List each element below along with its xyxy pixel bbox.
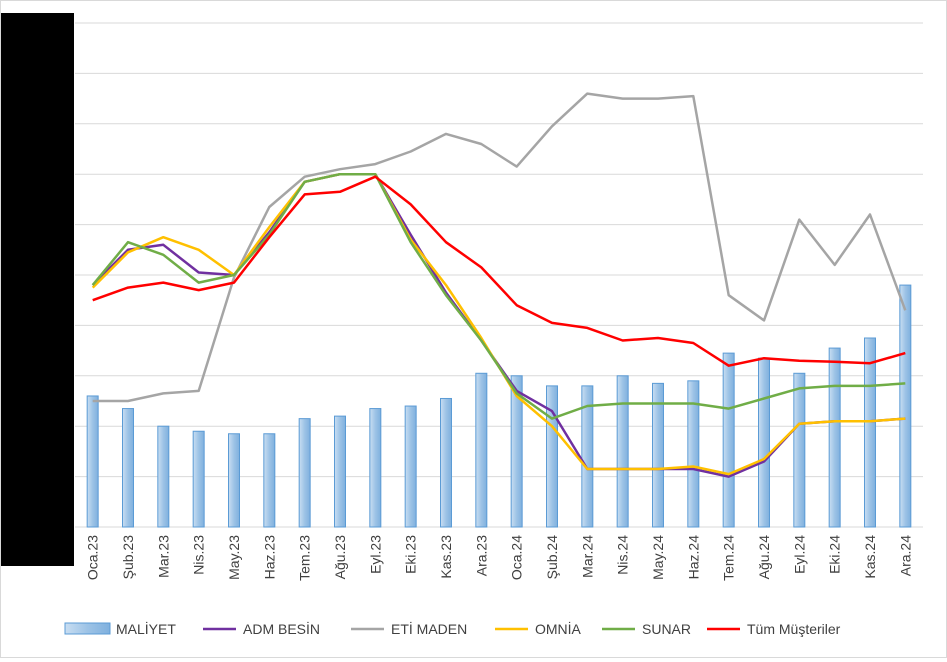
- x-tick-label: Eyl.24: [791, 535, 807, 574]
- bar: [652, 382, 664, 528]
- bar: [263, 433, 276, 528]
- legend-label: SUNAR: [642, 621, 691, 637]
- bar: [334, 415, 346, 528]
- legend-label: ADM BESİN: [243, 620, 320, 637]
- bar: [404, 405, 417, 528]
- x-tick-label: May.23: [226, 535, 242, 580]
- x-tick-label: Ara.23: [473, 535, 489, 576]
- x-tick-label: May.24: [650, 535, 666, 580]
- series-line: [92, 92, 907, 403]
- bar: [228, 433, 240, 528]
- x-tick-label: Şub.23: [120, 535, 136, 580]
- bar: [546, 385, 558, 528]
- x-tick-label: Haz.23: [261, 535, 277, 580]
- bar: [828, 347, 841, 528]
- legend: MALİYET ADM BESİN ETİ MADEN OMNİA SUNAR Tüm M…: [64, 620, 841, 637]
- bar: [581, 385, 594, 528]
- redacted-y-axis-block: [1, 13, 74, 566]
- legend-label: OMNİA: [535, 620, 582, 637]
- x-tick-label: Tem.23: [297, 535, 313, 581]
- line-series-group: [91, 92, 907, 478]
- x-tick-label: Ağu.24: [756, 535, 772, 580]
- bar: [687, 380, 700, 528]
- x-tick-label: Ara.24: [897, 535, 913, 576]
- bar: [86, 395, 99, 528]
- x-tick-label: Oca.23: [85, 535, 101, 580]
- series-line: [91, 172, 906, 420]
- x-tick-label: Kas.23: [438, 535, 454, 579]
- x-tick-label: Mar.24: [579, 535, 595, 578]
- bar: [899, 284, 912, 528]
- legend-swatch-bar: [64, 622, 111, 635]
- bar: [192, 430, 205, 528]
- bar: [758, 357, 770, 528]
- legend-label: ETİ MADEN: [391, 620, 467, 637]
- x-tick-label: Tem.24: [721, 535, 737, 581]
- x-tick-label: Nis.23: [191, 535, 207, 575]
- bar: [369, 408, 382, 528]
- x-tick-label: Nis.24: [615, 535, 631, 575]
- bar: [440, 397, 452, 528]
- bar: [793, 372, 806, 528]
- bar: [157, 425, 170, 528]
- bar-series-maliyet: [86, 284, 912, 528]
- bar: [722, 352, 735, 528]
- x-tick-label: Oca.24: [509, 535, 525, 580]
- x-tick-label: Kas.24: [862, 535, 878, 579]
- legend-label: MALİYET: [116, 620, 176, 637]
- bar: [864, 337, 876, 528]
- series-line: [92, 175, 906, 367]
- x-tick-label: Şub.24: [544, 535, 560, 580]
- bar: [616, 375, 629, 528]
- legend-label: Tüm Müşteriler: [747, 621, 841, 637]
- x-tick-label: Mar.23: [155, 535, 171, 578]
- x-tick-label: Eki.24: [827, 535, 843, 574]
- x-tick-label: Ağu.23: [332, 535, 348, 580]
- series-line: [91, 172, 906, 476]
- x-tick-label: Eki.23: [403, 535, 419, 574]
- bar: [122, 408, 134, 528]
- x-axis-tick-labels: Oca.23 Şub.23 Mar.23 Nis.23 May.23 Haz.23 Tem.…: [85, 535, 914, 581]
- x-tick-label: Eyl.23: [367, 535, 383, 574]
- x-tick-label: Haz.24: [685, 535, 701, 580]
- bar: [510, 375, 523, 528]
- bar: [298, 418, 311, 528]
- bar: [475, 372, 488, 528]
